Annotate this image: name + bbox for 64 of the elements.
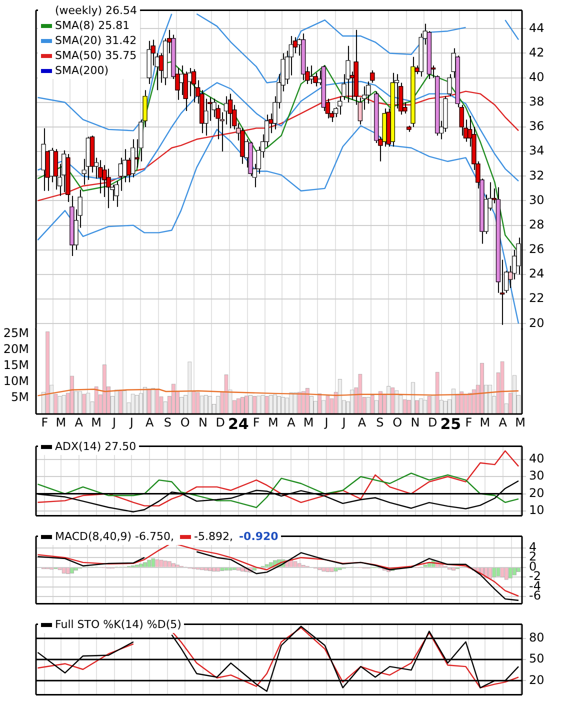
x-tick-label: J xyxy=(324,415,328,430)
y-tick-label: 36 xyxy=(529,119,544,134)
y-tick-label: 34 xyxy=(529,144,544,158)
x-tick-label: A xyxy=(146,415,155,430)
x-tick-label: J xyxy=(128,415,134,430)
x-tick-label: S xyxy=(376,415,384,430)
y-tick-label: 20 xyxy=(529,672,544,687)
y-tick-label: 32 xyxy=(529,168,544,182)
y-tick-label: 26 xyxy=(529,242,544,256)
y-tick-label: 15M xyxy=(3,358,29,372)
y-tick-label: 28 xyxy=(529,217,544,232)
x-tick-label: M xyxy=(515,415,526,430)
x-tick-label: A xyxy=(74,415,84,430)
y-tick-label: 80 xyxy=(529,630,544,644)
legend-label: SMA(8) 25.81 xyxy=(55,18,130,33)
y-tick-label: 24 xyxy=(529,266,544,281)
x-tick-label: J xyxy=(112,415,116,430)
legend-label: ADX(14) 27.50 xyxy=(55,439,136,454)
legend-label: -5.892, xyxy=(194,529,233,544)
legend-label: SMA(50) 35.75 xyxy=(55,48,137,63)
y-tick-label: 20M xyxy=(3,342,29,356)
y-tick-label: 40 xyxy=(529,70,544,84)
x-tick-label: A xyxy=(358,415,367,430)
x-tick-label: F xyxy=(41,415,48,430)
y-tick-label: 10M xyxy=(3,374,29,388)
y-tick-label: 38 xyxy=(529,94,544,109)
x-tick-label: F xyxy=(465,415,472,430)
y-tick-label: 30 xyxy=(529,192,544,207)
x-tick-label: O xyxy=(180,415,190,430)
x-tick-label: F xyxy=(252,415,260,430)
y-tick-label: 25M xyxy=(3,326,29,340)
y-tick-label: 10 xyxy=(529,503,544,518)
x-tick-label: S xyxy=(164,415,172,430)
y-tick-label: 50 xyxy=(529,652,544,666)
x-tick-label: M xyxy=(480,415,490,430)
x-tick-label: D xyxy=(428,415,438,430)
legend-label: MACD(8,40,9) -6.750, xyxy=(55,529,174,544)
y-tick-label: 44 xyxy=(529,20,544,35)
x-tick-label: N xyxy=(198,415,208,430)
y-tick-label: 40 xyxy=(529,452,544,466)
x-tick-label: N xyxy=(410,415,420,430)
x-tick-label: J xyxy=(341,415,346,430)
y-tick-label: 30 xyxy=(529,468,544,483)
legend-label: Full STO %K(14) %D(5) xyxy=(55,617,182,632)
x-tick-label: M xyxy=(303,415,314,430)
y-tick-label: 42 xyxy=(529,45,544,60)
x-tick-label: 24 xyxy=(228,414,249,433)
x-tick-label: O xyxy=(392,415,402,430)
legend-label: SMA(20) 31.42 xyxy=(55,33,137,48)
y-tick-label: -6 xyxy=(529,588,541,603)
annotation: -0.920 xyxy=(238,529,278,544)
y-tick-label: 22 xyxy=(529,291,544,306)
y-tick-label: 5M xyxy=(11,390,29,404)
x-tick-label: M xyxy=(268,415,278,430)
y-tick-label: 20 xyxy=(529,316,544,330)
x-tick-label: 25 xyxy=(440,414,462,433)
x-tick-label: M xyxy=(56,415,66,430)
chart-title: (weekly) 26.54 xyxy=(54,3,138,18)
x-tick-label: A xyxy=(498,415,508,430)
x-tick-label: A xyxy=(287,415,296,430)
y-tick-label: 20 xyxy=(529,486,544,500)
x-tick-label: M xyxy=(91,415,102,430)
legend-label: SMA(200) xyxy=(55,63,109,78)
x-tick-label: D xyxy=(216,415,226,430)
